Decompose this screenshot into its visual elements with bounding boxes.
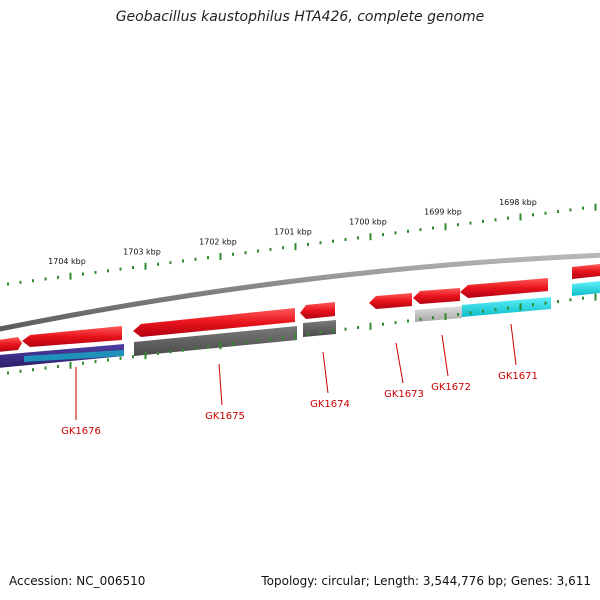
gene-label[interactable]: GK1671 <box>498 371 538 382</box>
leader-line <box>510 323 517 366</box>
leader-line <box>441 334 449 377</box>
ruler-tick-label: 1701 kbp <box>274 227 312 236</box>
band-cyan <box>572 281 600 296</box>
band-light-grey <box>415 306 462 322</box>
gene-arrow[interactable] <box>460 278 548 298</box>
ruler-tick-label: 1698 kbp <box>499 198 537 207</box>
band-cyan <box>462 297 551 317</box>
ruler-tick-label: 1699 kbp <box>424 208 462 217</box>
gene-arrow[interactable] <box>369 293 412 309</box>
gene-arrow[interactable] <box>133 308 295 337</box>
ruler-tick-label: 1703 kbp <box>123 247 161 256</box>
inner-ruler-ticks <box>7 293 597 375</box>
annotation-bands <box>0 281 600 368</box>
gene-arrow[interactable] <box>300 302 335 319</box>
gene-arrow[interactable] <box>0 337 22 352</box>
gene-label[interactable]: GK1675 <box>205 411 245 422</box>
genome-summary-text: Topology: circular; Length: 3,544,776 bp… <box>261 574 591 588</box>
leader-line <box>395 342 404 384</box>
gene-label[interactable]: GK1676 <box>61 426 101 437</box>
band-dark-grey <box>303 320 336 337</box>
gene-label[interactable]: GK1673 <box>384 389 424 400</box>
band-dark-grey <box>134 326 297 356</box>
ruler-tick-label: 1704 kbp <box>48 257 86 266</box>
ruler-tick-labels: 1704 kbp 1703 kbp 1702 kbp 1701 kbp 1700 kbp… <box>48 198 537 266</box>
accession-text: Accession: NC_006510 <box>9 574 146 588</box>
outer-ruler-ticks <box>7 203 597 286</box>
gene-label[interactable]: GK1672 <box>431 382 471 393</box>
band-cyan <box>24 350 124 362</box>
gene-arrow[interactable] <box>22 326 122 347</box>
gene-labels: GK1676 GK1675 GK1674 GK1673 GK1672 GK167… <box>61 371 538 437</box>
gene-label[interactable]: GK1674 <box>310 399 350 410</box>
gene-arrow[interactable] <box>413 288 460 304</box>
outer-ruler: 1704 kbp 1703 kbp 1702 kbp 1701 kbp 1700 kbp… <box>7 198 597 286</box>
gene-label-lines <box>75 323 517 420</box>
genome-backbone <box>0 252 600 332</box>
genome-title: Geobacillus kaustophilus HTA426, complet… <box>115 9 485 25</box>
ruler-tick-label: 1700 kbp <box>349 218 387 227</box>
leader-line <box>322 351 329 394</box>
gene-arrow[interactable] <box>572 264 600 279</box>
forward-strand-genes <box>0 264 600 352</box>
leader-line <box>218 363 223 406</box>
ruler-tick-label: 1702 kbp <box>199 237 237 246</box>
